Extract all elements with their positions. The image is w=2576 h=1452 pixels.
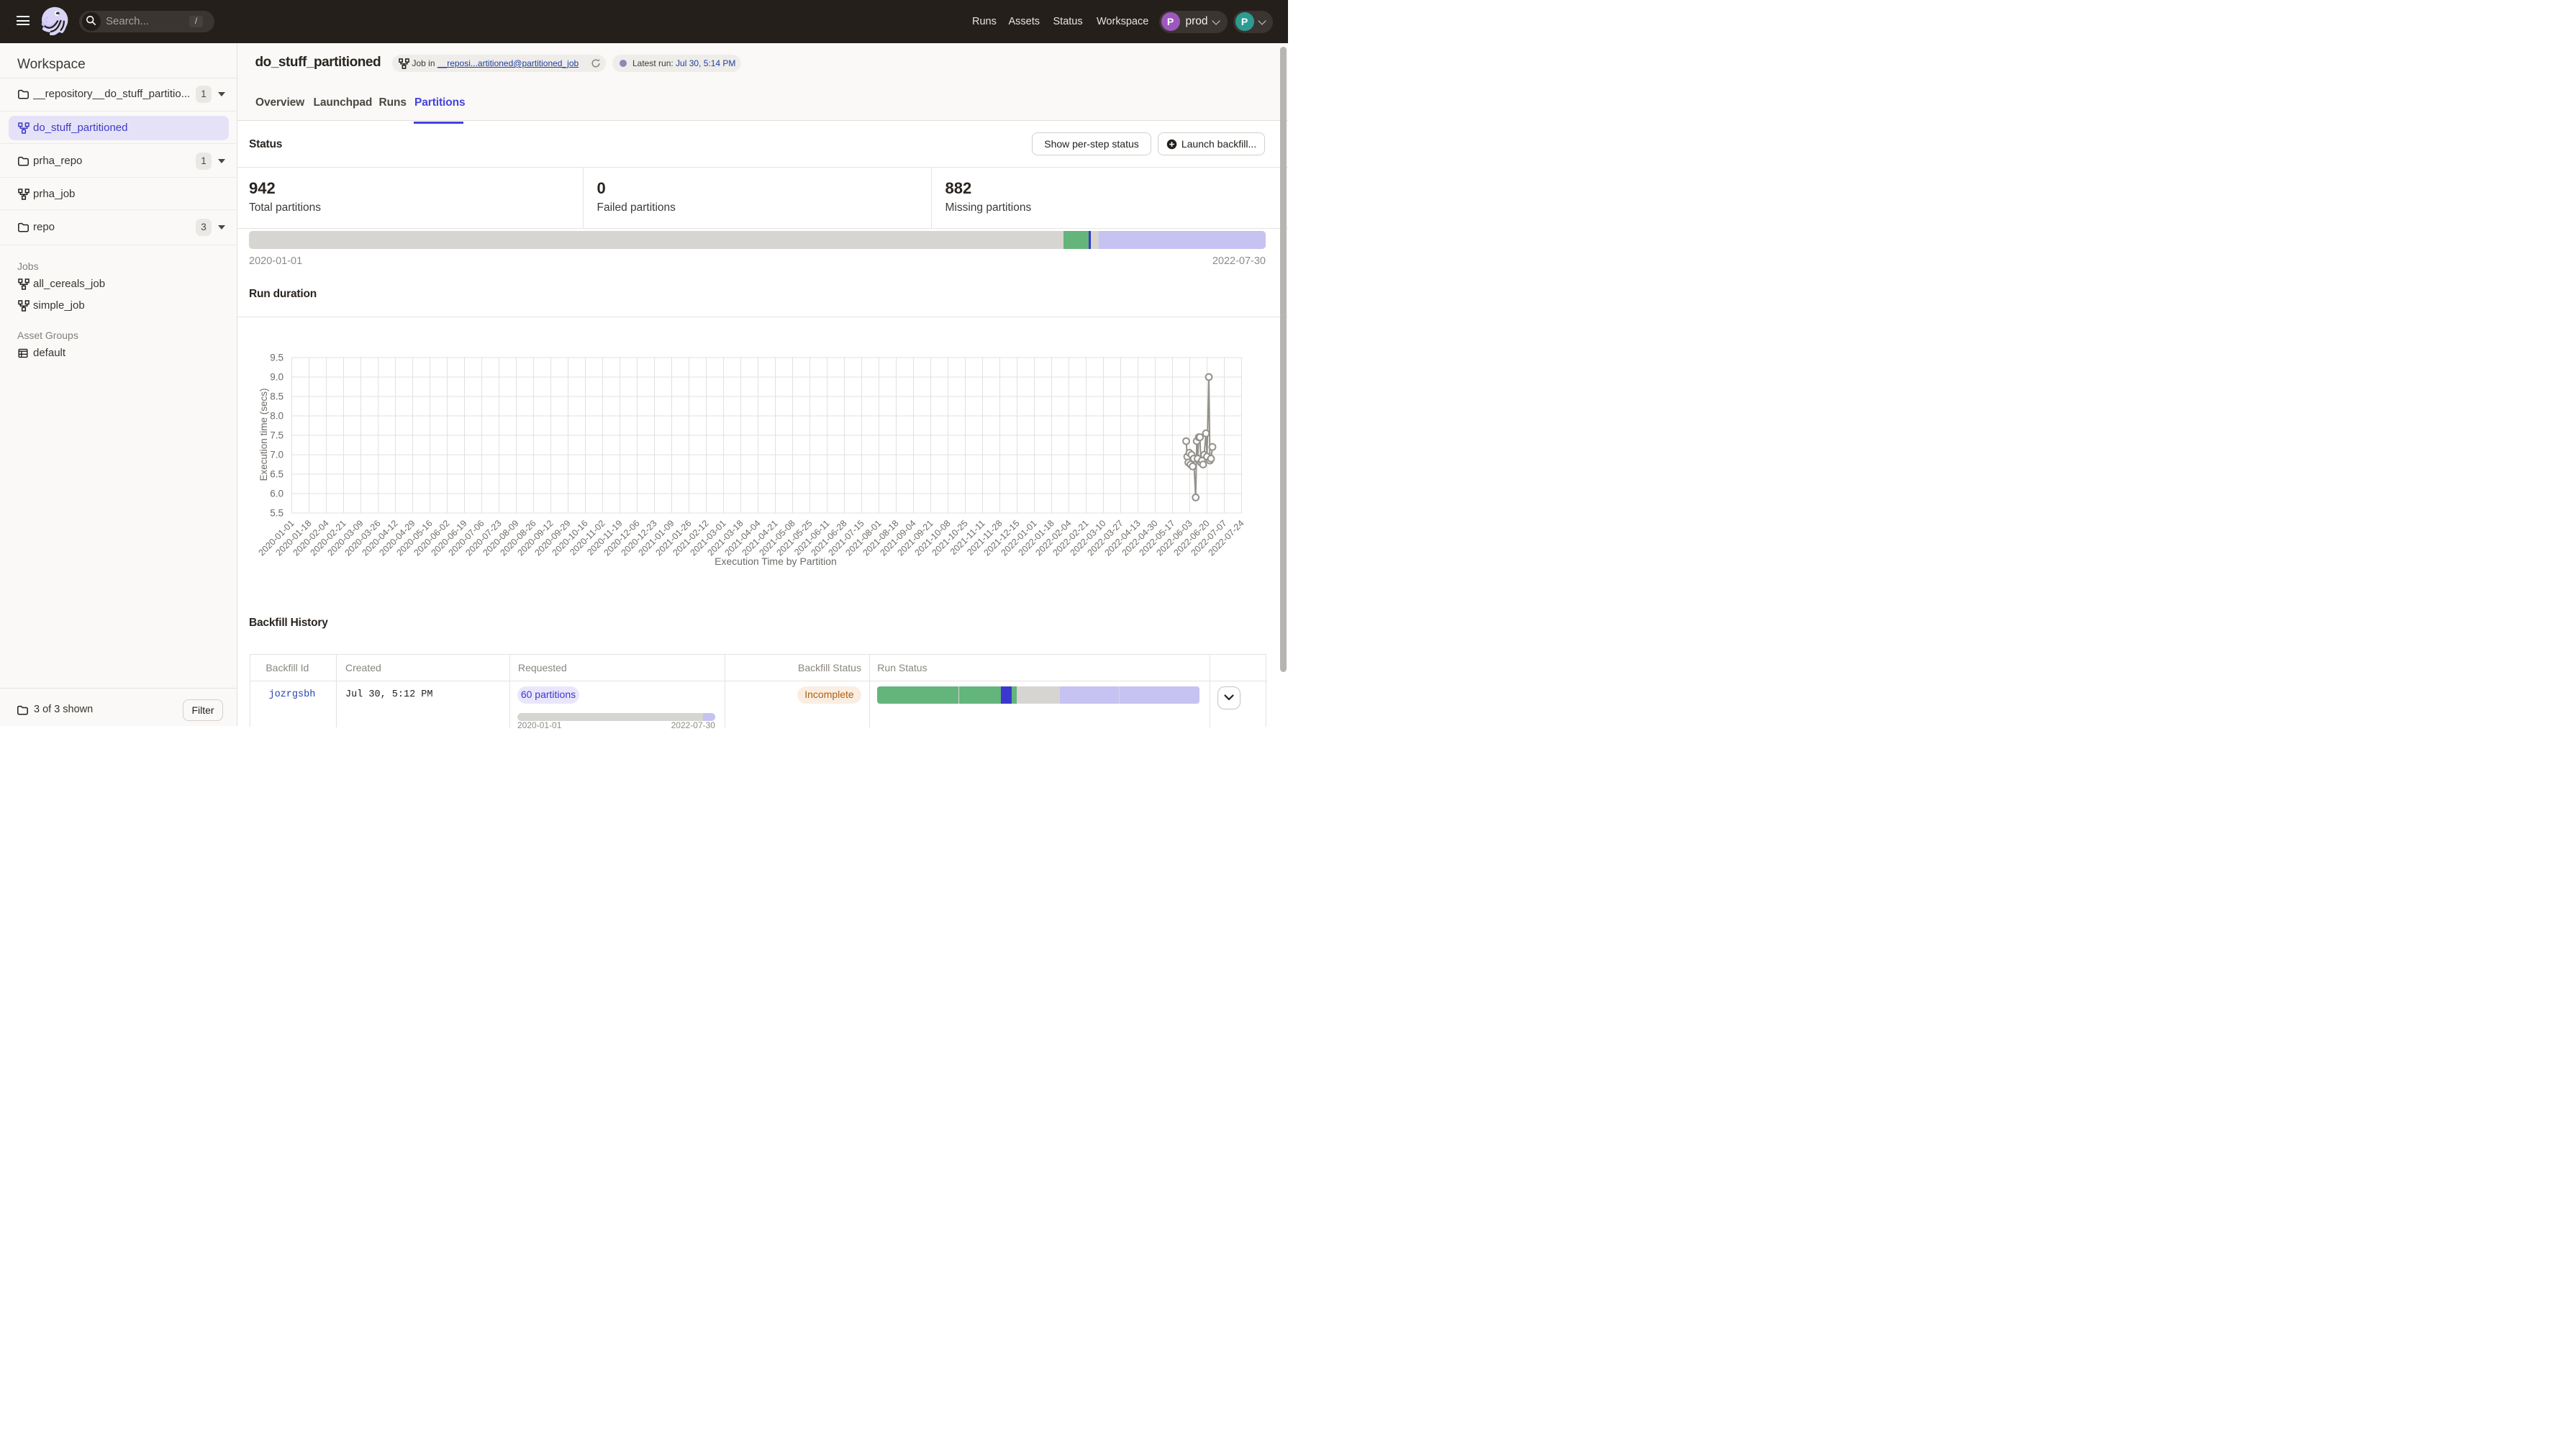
- svg-text:8.5: 8.5: [270, 391, 284, 402]
- svg-text:7.0: 7.0: [270, 450, 284, 460]
- svg-text:Execution Time by Partition: Execution Time by Partition: [715, 555, 837, 567]
- svg-text:7.5: 7.5: [270, 430, 284, 441]
- svg-text:6.5: 6.5: [270, 469, 284, 480]
- svg-text:9.0: 9.0: [270, 372, 284, 383]
- svg-text:6.0: 6.0: [270, 489, 284, 499]
- svg-text:9.5: 9.5: [270, 353, 284, 363]
- svg-text:Execution time (secs): Execution time (secs): [258, 388, 269, 481]
- svg-text:5.5: 5.5: [270, 508, 284, 519]
- svg-text:8.0: 8.0: [270, 411, 284, 422]
